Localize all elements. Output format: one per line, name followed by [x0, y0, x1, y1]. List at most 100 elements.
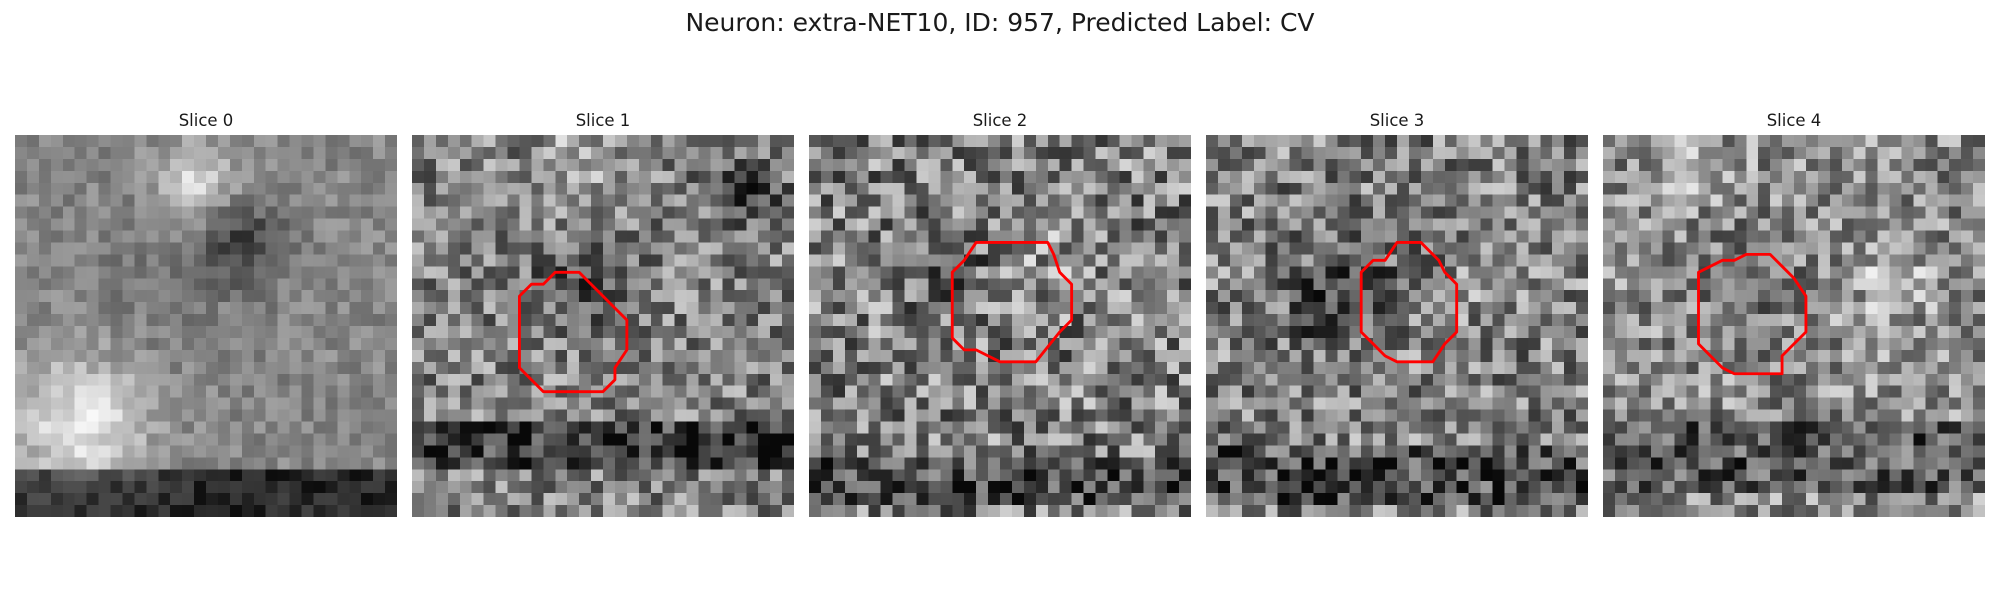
pixel-cell — [206, 493, 219, 506]
pixel-cell — [1059, 481, 1072, 494]
pixel-cell — [1119, 206, 1132, 219]
pixel-cell — [1385, 206, 1398, 219]
pixel-cell — [1817, 397, 1831, 410]
pixel-cell — [435, 218, 449, 231]
pixel-cell — [1325, 170, 1338, 183]
pixel-cell — [638, 385, 651, 398]
pixel-cell — [674, 290, 687, 303]
pixel-cell — [1011, 170, 1025, 183]
pixel-cell — [1432, 135, 1445, 148]
pixel-cell — [1504, 397, 1517, 410]
pixel-cell — [758, 326, 771, 339]
pixel-cell — [1794, 397, 1807, 410]
pixel-cell — [1889, 135, 1902, 148]
pixel-cell — [1011, 302, 1025, 315]
pixel-cell — [832, 445, 846, 458]
pixel-cell — [412, 433, 425, 446]
pixel-cell — [614, 385, 628, 398]
pixel-cell — [1349, 170, 1362, 183]
pixel-cell — [170, 194, 183, 207]
pixel-cell — [1564, 314, 1577, 327]
pixel-cell — [1853, 218, 1866, 231]
pixel-cell — [1456, 326, 1469, 339]
pixel-cell — [1698, 206, 1711, 219]
pixel-cell — [519, 385, 532, 398]
pixel-cell — [1083, 457, 1096, 470]
pixel-cell — [579, 254, 592, 267]
pixel-cell — [301, 361, 314, 374]
pixel-cell — [916, 266, 929, 279]
pixel-cell — [519, 469, 532, 482]
pixel-cell — [722, 505, 735, 517]
pixel-cell — [1817, 314, 1831, 327]
pixel-cell — [1564, 445, 1577, 458]
pixel-cell — [1456, 146, 1469, 160]
pixel-cell — [134, 445, 147, 458]
pixel-cell — [1000, 445, 1013, 458]
pixel-cell — [1289, 242, 1302, 255]
pixel-cell — [158, 194, 171, 207]
pixel-cell — [758, 469, 771, 482]
pixel-cell — [385, 373, 397, 386]
pixel-cell — [809, 421, 822, 434]
pixel-cell — [206, 278, 219, 291]
pixel-cell — [1949, 445, 1962, 458]
pixel-cell — [313, 254, 326, 267]
pixel-cell — [567, 182, 580, 195]
pixel-cell — [1035, 254, 1048, 267]
pixel-cell — [1349, 206, 1362, 219]
pixel-cell — [471, 230, 484, 243]
pixel-cell — [459, 349, 472, 363]
pixel-cell — [313, 445, 326, 458]
pixel-cell — [1925, 194, 1938, 207]
pixel-cell — [1011, 242, 1025, 255]
pixel-cell — [495, 218, 508, 231]
pixel-cell — [1698, 278, 1711, 291]
pixel-cell — [820, 242, 834, 255]
pixel-cell — [1011, 385, 1025, 398]
pixel-cell — [892, 505, 905, 517]
pixel-cell — [1143, 182, 1156, 195]
pixel-cell — [1638, 170, 1651, 183]
pixel-cell — [1325, 421, 1338, 434]
pixel-cell — [373, 469, 386, 482]
pixel-cell — [988, 505, 1001, 517]
pixel-cell — [289, 158, 302, 172]
pixel-cell — [507, 493, 520, 506]
pixel-cell — [1229, 385, 1243, 398]
pixel-cell — [734, 349, 747, 363]
pixel-cell — [856, 302, 869, 315]
pixel-cell — [1841, 314, 1854, 327]
pixel-cell — [483, 349, 496, 363]
pixel-cell — [1528, 337, 1541, 351]
pixel-cell — [531, 218, 544, 231]
pixel-cell — [1325, 302, 1338, 315]
pixel-cell — [241, 278, 254, 291]
pixel-cell — [1650, 302, 1663, 315]
pixel-cell — [483, 409, 496, 422]
pixel-cell — [74, 445, 87, 458]
pixel-cell — [1877, 421, 1890, 434]
pixel-cell — [782, 493, 794, 506]
pixel-cell — [674, 242, 687, 255]
pixel-cell — [110, 505, 123, 517]
pixel-cell — [626, 445, 640, 458]
pixel-cell — [1961, 170, 1974, 183]
pixel-cell — [1143, 409, 1156, 422]
pixel-cell — [289, 314, 302, 327]
pixel-cell — [856, 481, 869, 494]
pixel-cell — [1937, 409, 1950, 422]
pixel-cell — [1913, 433, 1926, 446]
pixel-cell — [952, 182, 965, 195]
pixel-cell — [1901, 421, 1914, 434]
pixel-cell — [1277, 254, 1290, 267]
pixel-cell — [289, 182, 302, 195]
pixel-cell — [1420, 135, 1434, 148]
pixel-cell — [868, 349, 881, 363]
pixel-cell — [471, 433, 484, 446]
pixel-cell — [217, 314, 231, 327]
pixel-cell — [746, 218, 759, 231]
pixel-cell — [182, 254, 195, 267]
pixel-cell — [746, 349, 759, 363]
pixel-cell — [110, 397, 123, 410]
